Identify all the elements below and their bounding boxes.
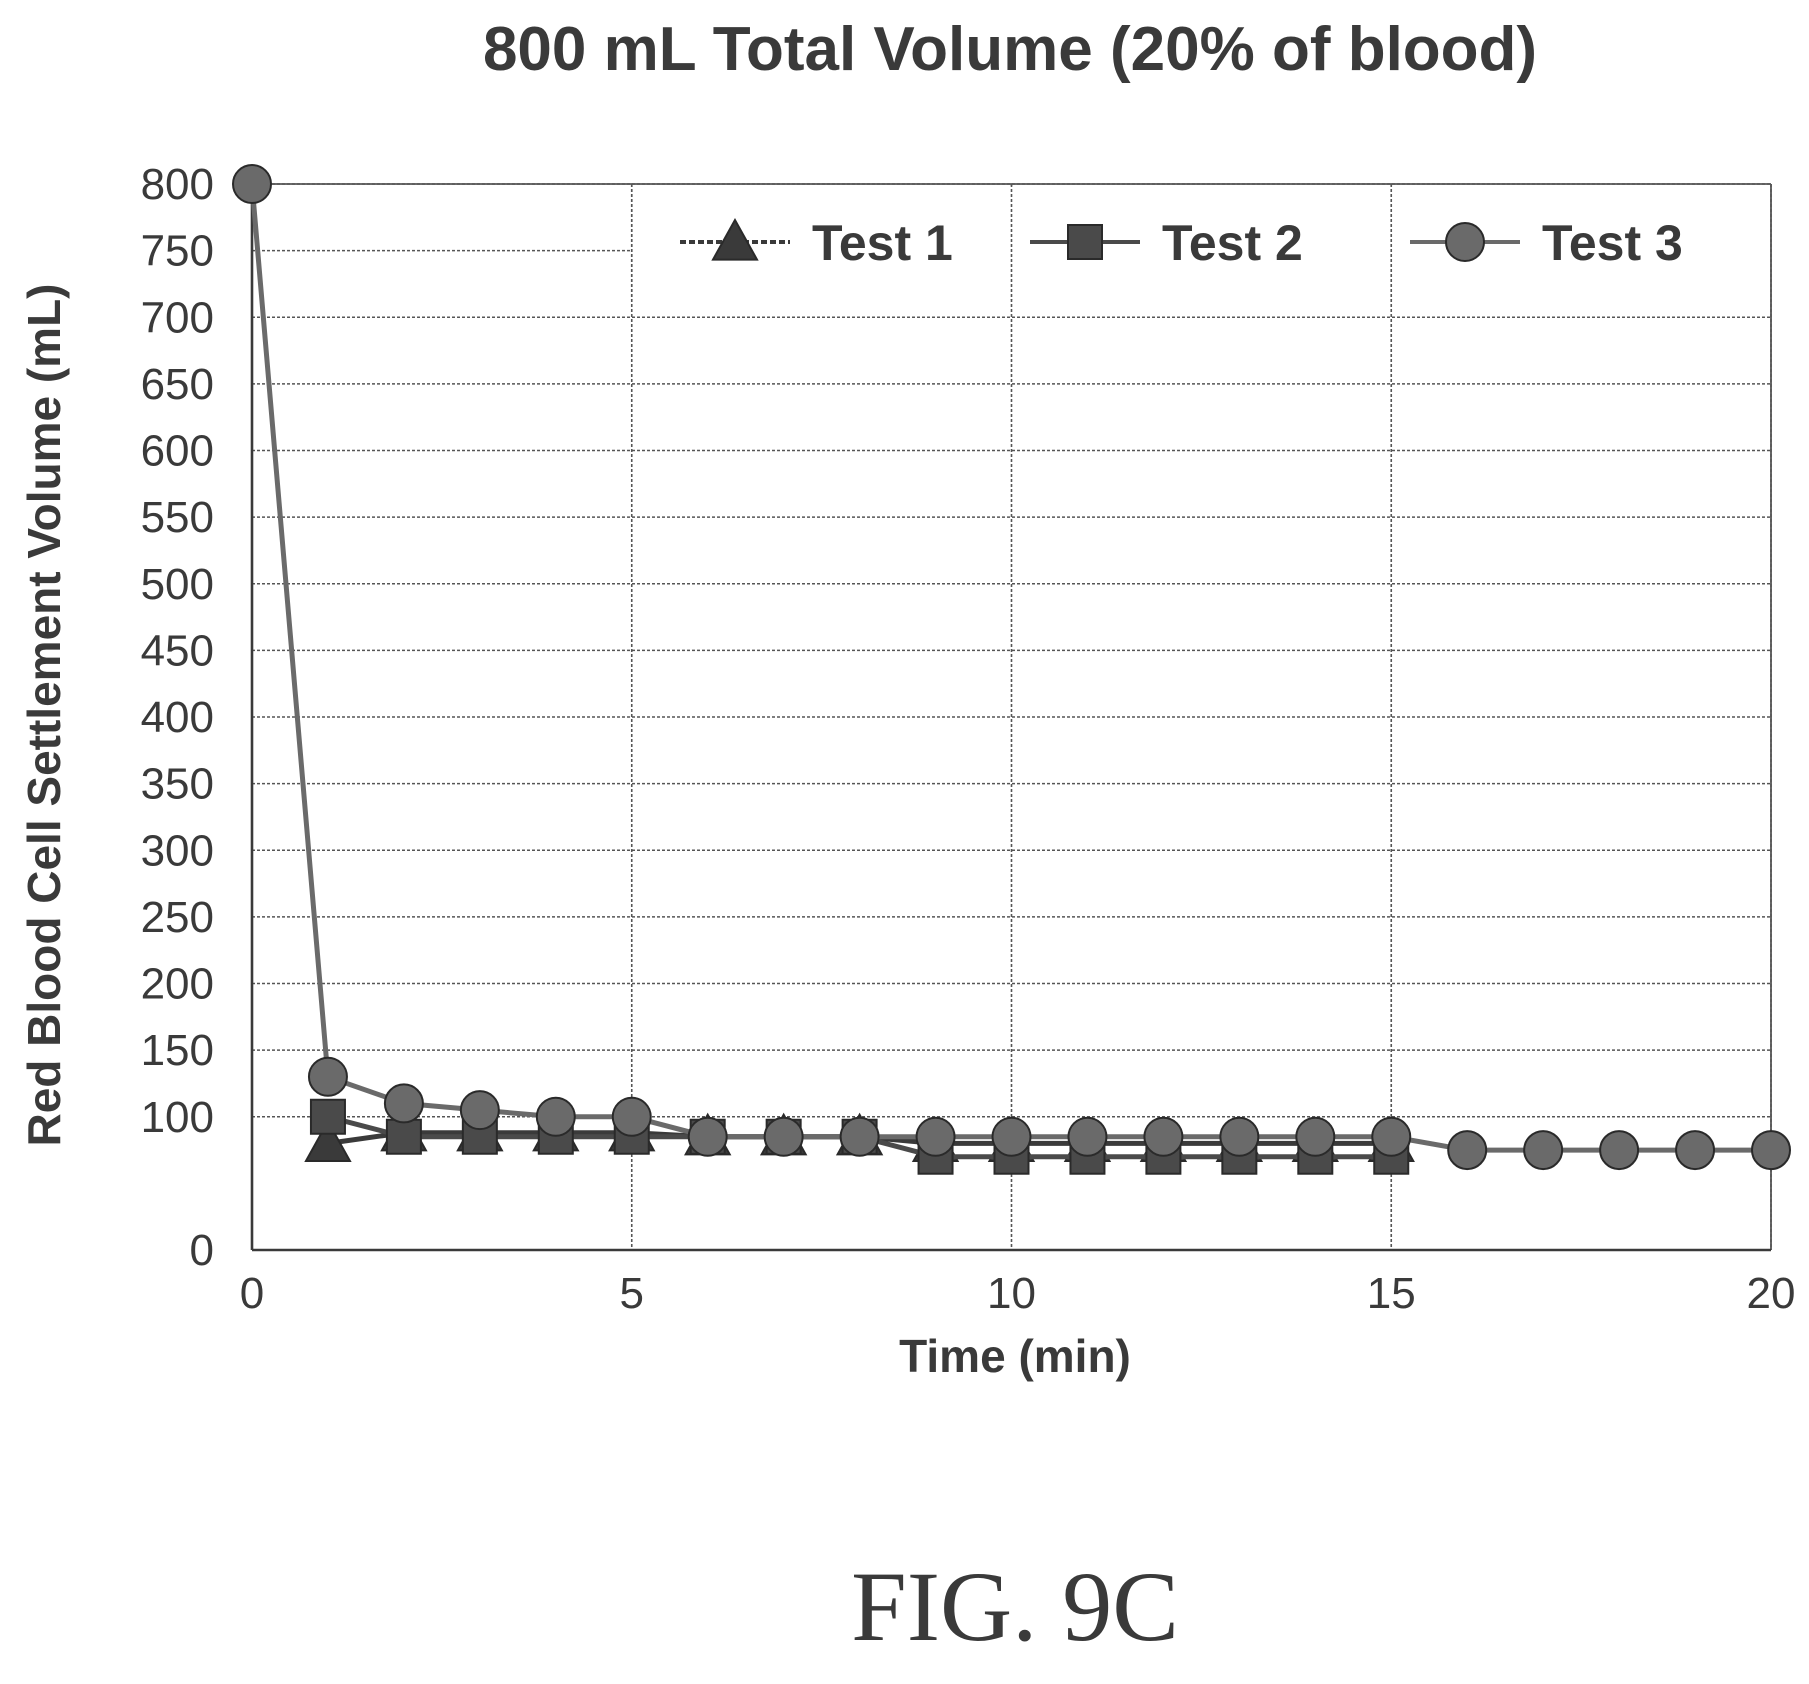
y-tick-label: 350 <box>141 760 214 809</box>
legend-label: Test 3 <box>1542 215 1683 271</box>
y-tick-label: 800 <box>141 160 214 209</box>
chart-title: 800 mL Total Volume (20% of blood) <box>483 15 1537 84</box>
legend-item: Test 1 <box>680 215 953 271</box>
series-layer <box>232 164 1791 1175</box>
y-tick-label: 100 <box>141 1093 214 1142</box>
data-point <box>232 164 272 204</box>
legend-label: Test 2 <box>1162 215 1303 271</box>
data-point <box>1143 1116 1184 1157</box>
data-point <box>611 1096 652 1137</box>
y-tick-label: 550 <box>141 493 214 542</box>
data-point <box>915 1116 956 1157</box>
data-point <box>383 1083 424 1124</box>
y-tick-label: 200 <box>141 960 214 1009</box>
tick-layer: 0100150200250300350400450500550600650700… <box>141 160 1796 1318</box>
data-point <box>1371 1116 1412 1157</box>
data-point <box>839 1116 880 1157</box>
y-axis-title: Red Blood Cell Settlement Volume (mL) <box>18 284 70 1147</box>
figure-label: FIG. 9C <box>851 1551 1179 1662</box>
grid-layer <box>252 183 1772 1250</box>
data-point <box>1219 1116 1260 1157</box>
data-point <box>1523 1130 1564 1171</box>
series-3 <box>232 164 1791 1171</box>
y-tick-label: 150 <box>141 1026 214 1075</box>
data-point <box>1675 1130 1716 1171</box>
legend-item: Test 3 <box>1410 215 1683 271</box>
data-point <box>307 1056 348 1097</box>
data-point <box>1295 1116 1336 1157</box>
data-point <box>304 1119 352 1162</box>
legend-swatch-marker <box>1067 224 1103 260</box>
x-tick-label: 20 <box>1747 1269 1796 1318</box>
y-tick-label: 450 <box>141 626 214 675</box>
x-tick-label: 0 <box>240 1269 264 1318</box>
data-point <box>385 1118 422 1155</box>
legend-label: Test 1 <box>812 215 953 271</box>
data-point <box>1599 1130 1640 1171</box>
data-point <box>535 1096 576 1137</box>
data-point <box>763 1116 804 1157</box>
y-tick-label: 650 <box>141 360 214 409</box>
legend: Test 1 Test 2 Test 3 <box>630 184 1767 300</box>
legend-swatch-marker <box>711 217 759 261</box>
x-tick-label: 10 <box>987 1269 1036 1318</box>
x-tick-label: 5 <box>620 1269 644 1318</box>
axis-layer <box>250 184 1771 1252</box>
y-tick-label: 0 <box>190 1226 214 1275</box>
legend-item: Test 2 <box>1030 215 1303 271</box>
y-tick-label: 400 <box>141 693 214 742</box>
data-point <box>1447 1130 1488 1171</box>
data-point <box>1751 1130 1791 1171</box>
y-tick-label: 250 <box>141 893 214 942</box>
y-tick-label: 500 <box>141 560 214 609</box>
data-point <box>687 1116 728 1157</box>
x-tick-label: 15 <box>1367 1269 1416 1318</box>
legend-background <box>636 186 1767 298</box>
data-point <box>309 1098 346 1135</box>
x-axis-title: Time (min) <box>899 1330 1131 1382</box>
data-point <box>1067 1116 1108 1157</box>
data-point <box>991 1116 1032 1157</box>
y-tick-label: 300 <box>141 826 214 875</box>
legend-swatch-marker <box>1445 222 1485 262</box>
y-tick-label: 700 <box>141 293 214 342</box>
data-point <box>459 1090 500 1131</box>
y-tick-label: 750 <box>141 227 214 276</box>
y-tick-label: 600 <box>141 427 214 476</box>
